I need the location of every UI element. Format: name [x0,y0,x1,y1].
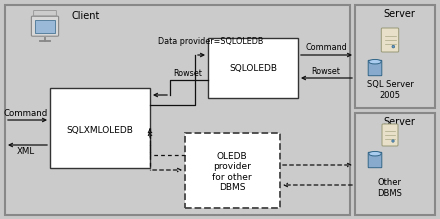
Text: Server: Server [383,117,415,127]
FancyBboxPatch shape [34,10,56,16]
Text: SQLOLEDB: SQLOLEDB [229,64,277,72]
Circle shape [392,140,394,142]
FancyBboxPatch shape [382,124,398,146]
Text: SQL Server
2005: SQL Server 2005 [367,80,414,100]
FancyBboxPatch shape [381,28,399,52]
Text: Data provider=SQLOLEDB: Data provider=SQLOLEDB [158,37,264,46]
FancyBboxPatch shape [368,60,382,76]
Bar [50,88,150,168]
Ellipse shape [369,152,381,156]
Bar [185,133,280,208]
Text: SQLXMLOLEDB: SQLXMLOLEDB [66,125,133,134]
FancyBboxPatch shape [368,152,382,168]
Circle shape [392,45,395,48]
Text: Server: Server [383,9,415,19]
Bar [35,20,55,32]
Text: Command: Command [4,108,48,118]
Text: XML: XML [17,148,35,157]
Bar [5,5,350,215]
Ellipse shape [369,59,381,64]
Text: Rowset: Rowset [312,67,341,76]
Bar [208,38,298,98]
Text: Command: Command [305,44,347,53]
FancyBboxPatch shape [31,16,59,36]
Text: Other
DBMS: Other DBMS [378,178,403,198]
Bar [355,5,435,108]
Text: Client: Client [72,11,100,21]
Text: OLEDB
provider
for other
DBMS: OLEDB provider for other DBMS [212,152,252,192]
Text: Rowset: Rowset [173,69,202,78]
Bar [355,113,435,215]
